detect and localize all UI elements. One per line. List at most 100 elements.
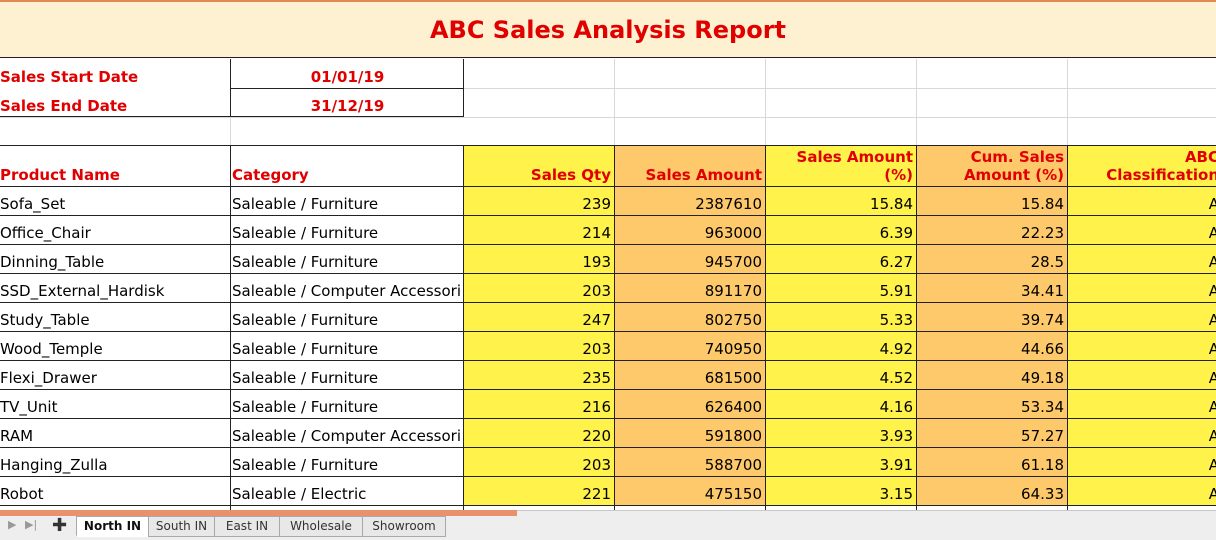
first-sheet-icon[interactable]: ▶ xyxy=(8,518,17,531)
header-fill-qty xyxy=(464,146,614,186)
cum-sales-pct-cell[interactable]: 53.34 xyxy=(917,390,1067,418)
sheet-tab-north-in[interactable]: North IN xyxy=(76,516,149,537)
header-cum-sales-line1[interactable]: Cum. Sales xyxy=(970,149,1064,165)
product-name-cell[interactable]: Robot xyxy=(0,485,44,503)
sales-amount-cell[interactable]: 681500 xyxy=(615,361,765,389)
sales-amount-cell[interactable]: 802750 xyxy=(615,303,765,331)
row-divider xyxy=(0,244,1216,245)
category-cell[interactable]: Saleable / Furniture xyxy=(232,456,379,474)
sales-amount-cell[interactable]: 740950 xyxy=(615,332,765,360)
sales-qty-cell[interactable]: 216 xyxy=(464,390,614,418)
sales-qty-cell[interactable]: 203 xyxy=(464,274,614,302)
category-cell[interactable]: Saleable / Furniture xyxy=(232,224,379,242)
sheet-tab-showroom[interactable]: Showroom xyxy=(362,516,446,537)
sales-end-date-label: Sales End Date xyxy=(0,98,128,114)
category-cell[interactable]: Saleable / Furniture xyxy=(232,398,379,416)
sales-amount-pct-cell[interactable]: 6.39 xyxy=(766,216,916,244)
product-name-cell[interactable]: Office_Chair xyxy=(0,224,91,242)
abc-class-cell[interactable]: A xyxy=(1068,477,1216,505)
sales-amount-cell[interactable]: 891170 xyxy=(615,274,765,302)
header-sales-amount[interactable]: Sales Amount xyxy=(645,167,762,183)
sales-qty-cell[interactable]: 203 xyxy=(464,332,614,360)
abc-class-cell[interactable]: A xyxy=(1068,419,1216,447)
sheet-tab-wholesale[interactable]: Wholesale xyxy=(279,516,363,537)
cum-sales-pct-cell[interactable]: 28.5 xyxy=(917,245,1067,273)
sales-qty-cell[interactable]: 193 xyxy=(464,245,614,273)
sales-start-date-value[interactable]: 01/01/19 xyxy=(310,69,385,85)
product-name-cell[interactable]: SSD_External_Hardisk xyxy=(0,282,165,300)
cum-sales-pct-cell[interactable]: 61.18 xyxy=(917,448,1067,476)
abc-class-cell[interactable]: A xyxy=(1068,332,1216,360)
sales-qty-cell[interactable]: 214 xyxy=(464,216,614,244)
cum-sales-pct-cell[interactable]: 39.74 xyxy=(917,303,1067,331)
title-row[interactable]: ABC Sales Analysis Report xyxy=(0,0,1216,58)
abc-class-cell[interactable]: A xyxy=(1068,390,1216,418)
product-name-cell[interactable]: TV_Unit xyxy=(0,398,58,416)
sales-qty-cell[interactable]: 239 xyxy=(464,187,614,215)
sales-amount-pct-cell[interactable]: 6.27 xyxy=(766,245,916,273)
sales-qty-cell[interactable]: 247 xyxy=(464,303,614,331)
category-cell[interactable]: Saleable / Electric xyxy=(232,485,367,503)
cum-sales-pct-cell[interactable]: 15.84 xyxy=(917,187,1067,215)
header-product-name[interactable]: Product Name xyxy=(0,167,120,183)
sales-amount-pct-cell[interactable]: 5.33 xyxy=(766,303,916,331)
category-cell[interactable]: Saleable / Furniture xyxy=(232,369,379,387)
sales-amount-pct-cell[interactable]: 3.91 xyxy=(766,448,916,476)
sales-amount-pct-cell[interactable]: 5.91 xyxy=(766,274,916,302)
category-cell[interactable]: Saleable / Furniture xyxy=(232,195,379,213)
sales-amount-pct-cell[interactable]: 3.15 xyxy=(766,477,916,505)
category-cell[interactable]: Saleable / Computer Accessori xyxy=(232,282,462,300)
header-category[interactable]: Category xyxy=(232,167,309,183)
category-cell[interactable]: Saleable / Furniture xyxy=(232,311,379,329)
sales-amount-cell[interactable]: 945700 xyxy=(615,245,765,273)
abc-class-cell[interactable]: A xyxy=(1068,448,1216,476)
sales-amount-cell[interactable]: 2387610 xyxy=(615,187,765,215)
abc-class-cell[interactable]: A xyxy=(1068,361,1216,389)
cum-sales-pct-cell[interactable]: 22.23 xyxy=(917,216,1067,244)
cum-sales-pct-cell[interactable]: 44.66 xyxy=(917,332,1067,360)
abc-class-cell[interactable]: A xyxy=(1068,216,1216,244)
abc-class-cell[interactable]: A xyxy=(1068,187,1216,215)
product-name-cell[interactable]: Wood_Temple xyxy=(0,340,103,358)
sales-qty-cell[interactable]: 235 xyxy=(464,361,614,389)
header-abc-line1[interactable]: ABC xyxy=(1184,149,1216,165)
abc-class-cell[interactable]: A xyxy=(1068,245,1216,273)
sales-amount-pct-cell[interactable]: 3.93 xyxy=(766,419,916,447)
sales-amount-cell[interactable]: 626400 xyxy=(615,390,765,418)
product-name-cell[interactable]: Dinning_Table xyxy=(0,253,105,271)
sales-amount-pct-cell[interactable]: 4.16 xyxy=(766,390,916,418)
product-name-cell[interactable]: Study_Table xyxy=(0,311,90,329)
sheet-tab-east-in[interactable]: East IN xyxy=(214,516,280,537)
sales-amount-pct-cell[interactable]: 4.52 xyxy=(766,361,916,389)
product-name-cell[interactable]: Hanging_Zulla xyxy=(0,456,108,474)
sales-amount-cell[interactable]: 591800 xyxy=(615,419,765,447)
sales-amount-pct-cell[interactable]: 15.84 xyxy=(766,187,916,215)
sales-qty-cell[interactable]: 203 xyxy=(464,448,614,476)
sheet-tab-south-in[interactable]: South IN xyxy=(148,516,215,537)
header-sales-amount-pct-line1[interactable]: Sales Amount xyxy=(796,149,913,165)
sales-qty-cell[interactable]: 221 xyxy=(464,477,614,505)
sales-amount-pct-cell[interactable]: 4.92 xyxy=(766,332,916,360)
spreadsheet-grid[interactable]: ABC Sales Analysis Report Sales Start Da… xyxy=(0,0,1216,510)
last-sheet-icon[interactable]: ▶| xyxy=(25,518,38,531)
cum-sales-pct-cell[interactable]: 64.33 xyxy=(917,477,1067,505)
sales-amount-cell[interactable]: 963000 xyxy=(615,216,765,244)
sales-amount-cell[interactable]: 475150 xyxy=(615,477,765,505)
cum-sales-pct-cell[interactable]: 34.41 xyxy=(917,274,1067,302)
sales-amount-cell[interactable]: 588700 xyxy=(615,448,765,476)
abc-class-cell[interactable]: A xyxy=(1068,303,1216,331)
header-sales-qty[interactable]: Sales Qty xyxy=(530,167,611,183)
product-name-cell[interactable]: Flexi_Drawer xyxy=(0,369,97,387)
category-cell[interactable]: Saleable / Furniture xyxy=(232,253,379,271)
cum-sales-pct-cell[interactable]: 57.27 xyxy=(917,419,1067,447)
product-name-cell[interactable]: RAM xyxy=(0,427,34,445)
sales-qty-cell[interactable]: 220 xyxy=(464,419,614,447)
category-cell[interactable]: Saleable / Computer Accessori xyxy=(232,427,462,445)
abc-class-cell[interactable]: A xyxy=(1068,274,1216,302)
sales-end-date-value[interactable]: 31/12/19 xyxy=(310,98,385,114)
category-cell[interactable]: Saleable / Furniture xyxy=(232,340,379,358)
product-name-cell[interactable]: Sofa_Set xyxy=(0,195,66,213)
row-divider xyxy=(0,302,1216,303)
cum-sales-pct-cell[interactable]: 49.18 xyxy=(917,361,1067,389)
add-sheet-icon[interactable]: ✚ xyxy=(52,515,68,536)
